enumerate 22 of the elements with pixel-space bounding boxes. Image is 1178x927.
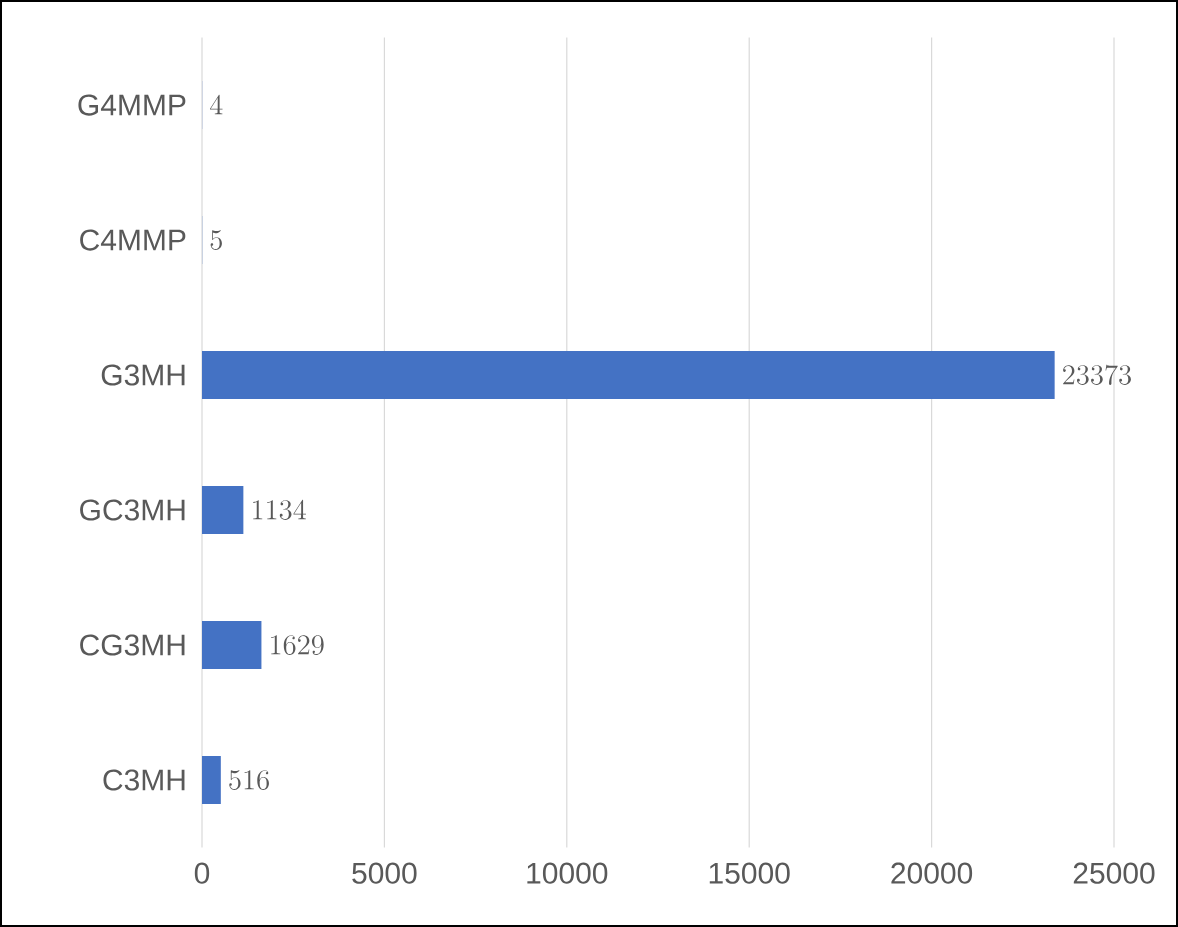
data-label: 5 xyxy=(210,230,222,250)
data-label: 23373 xyxy=(1063,364,1131,385)
data-label: 4 xyxy=(210,94,223,115)
data-label: 1134 xyxy=(253,499,306,520)
bar xyxy=(202,351,1055,400)
bar xyxy=(202,621,262,670)
y-tick-label: C3MH xyxy=(103,769,185,791)
x-tick-label: 20000 xyxy=(891,862,973,884)
y-tick-label: C4MMP xyxy=(80,229,186,251)
y-tick-label: GC3MH xyxy=(80,499,185,521)
y-tick-label: G3MH xyxy=(101,364,185,386)
bar xyxy=(202,486,244,535)
data-label: 1629 xyxy=(271,635,324,655)
x-tick-label: 15000 xyxy=(709,862,790,884)
x-tick-label: 0 xyxy=(194,862,210,884)
y-tick-label: G4MMP xyxy=(78,94,186,116)
x-tick-label: 10000 xyxy=(527,862,608,884)
bar xyxy=(202,756,221,805)
data-label: 516 xyxy=(229,770,269,790)
y-tick-label: CG3MH xyxy=(80,634,185,656)
x-tick-label: 25000 xyxy=(1073,862,1155,884)
x-tick-label: 5000 xyxy=(352,862,417,884)
